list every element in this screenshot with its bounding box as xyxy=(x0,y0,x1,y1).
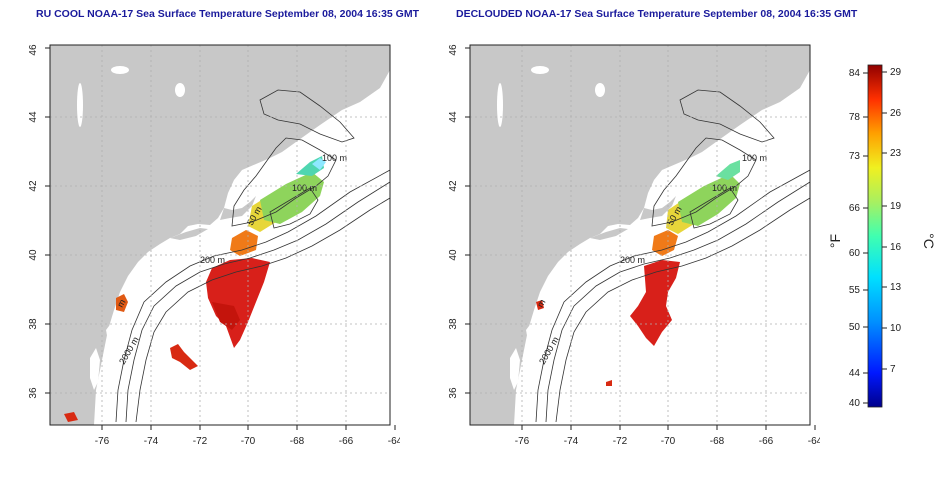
x-tick-label: -70 xyxy=(241,436,256,447)
fahrenheit-tick: 66 xyxy=(849,203,861,214)
fahrenheit-tick: 50 xyxy=(849,322,861,333)
long-island xyxy=(590,228,628,240)
x-tick-label: -76 xyxy=(515,436,530,447)
fahrenheit-tick: 84 xyxy=(849,68,861,79)
x-tick-label: -64 xyxy=(808,436,820,447)
map-frame xyxy=(469,44,811,426)
fahrenheit-tick: 60 xyxy=(849,248,861,259)
depth-contours xyxy=(535,89,810,423)
y-tick-label: 46 xyxy=(28,44,39,56)
celsius-unit-label: °C xyxy=(921,233,937,249)
y-tick-label: 38 xyxy=(448,318,459,330)
lake xyxy=(595,83,605,97)
lake xyxy=(497,83,503,127)
x-tick-label: -68 xyxy=(710,436,725,447)
x-tick-label: -70 xyxy=(661,436,676,447)
sst-warm-patch xyxy=(212,302,240,330)
y-tick-label: 44 xyxy=(28,111,39,123)
sst-cool-patch xyxy=(312,158,326,170)
fahrenheit-tick: 73 xyxy=(849,151,861,162)
y-tick-label: 42 xyxy=(28,180,39,192)
map-frame xyxy=(49,44,391,426)
sst-scattered-patch xyxy=(606,380,612,386)
celsius-tick: 16 xyxy=(890,242,902,253)
sst-scattered-patch xyxy=(536,300,544,310)
contour-label: m xyxy=(535,298,547,309)
x-tick-label: -66 xyxy=(339,436,354,447)
y-tick-label: 44 xyxy=(448,111,459,123)
grid-lines xyxy=(50,45,390,425)
sst-green-patch xyxy=(260,172,324,224)
x-tick-label: -74 xyxy=(144,436,159,447)
sst-cool-patch xyxy=(716,160,740,180)
y-tick-label: 38 xyxy=(28,318,39,330)
celsius-tick: 26 xyxy=(890,108,902,119)
sst-scattered-patch xyxy=(170,344,198,370)
y-tick-label: 36 xyxy=(448,387,459,399)
sst-map-left: 100 m 100 m 50 m 200 m 2000 m m xyxy=(20,30,403,475)
contour-label: 100 m xyxy=(742,153,767,163)
sst-map-right: 100 m 100 m 50 m 200 m 2000 m m -76 xyxy=(440,30,823,475)
celsius-tick: 19 xyxy=(890,201,902,212)
contour-label: m xyxy=(115,298,127,309)
celsius-tick: 29 xyxy=(890,67,902,78)
bay xyxy=(526,322,536,352)
land-mass xyxy=(50,45,390,425)
map-title-left: RU COOL NOAA-17 Sea Surface Temperature … xyxy=(36,8,420,20)
fahrenheit-tick: 40 xyxy=(849,398,861,409)
bay xyxy=(510,348,520,390)
contour-label: 200 m xyxy=(620,255,645,265)
x-tick-label: -64 xyxy=(388,436,400,447)
sst-orange-patch xyxy=(652,230,678,256)
grid-lines xyxy=(470,45,810,425)
depth-contours xyxy=(115,89,390,423)
x-tick-label: -68 xyxy=(290,436,305,447)
cape-cod xyxy=(640,196,676,220)
celsius-tick: 13 xyxy=(890,282,902,293)
cape-cod xyxy=(220,196,256,220)
fahrenheit-unit-label: °F xyxy=(827,234,843,248)
fahrenheit-tick: 44 xyxy=(849,368,861,379)
y-tick-label: 36 xyxy=(28,387,39,399)
colorbar-gradient xyxy=(867,64,883,408)
land-mass xyxy=(470,45,810,425)
bay xyxy=(106,322,116,352)
contour-label: 100 m xyxy=(322,153,347,163)
temperature-colorbar: 84 78 73 66 60 55 50 44 40 29 26 23 19 1… xyxy=(820,55,950,425)
contour-label: 200 m xyxy=(200,255,225,265)
map-title-right: DECLOUDED NOAA-17 Sea Surface Temperatur… xyxy=(456,8,858,20)
fahrenheit-tick: 55 xyxy=(849,285,861,296)
bay xyxy=(90,348,100,390)
x-tick-label: -66 xyxy=(759,436,774,447)
sst-scattered-patch xyxy=(64,412,78,422)
x-tick-label: -74 xyxy=(564,436,579,447)
sst-scattered-patch xyxy=(116,294,128,312)
lake xyxy=(111,66,129,74)
celsius-tick: 23 xyxy=(890,148,902,159)
celsius-tick: 10 xyxy=(890,323,902,334)
y-tick-label: 46 xyxy=(448,44,459,56)
y-tick-label: 42 xyxy=(448,180,459,192)
contour-label: 100 m xyxy=(292,183,317,193)
celsius-tick: 7 xyxy=(890,364,896,375)
y-tick-label: 40 xyxy=(28,249,39,261)
sst-warm-patch xyxy=(630,260,680,346)
x-tick-label: -72 xyxy=(193,436,208,447)
lake xyxy=(175,83,185,97)
x-tick-label: -76 xyxy=(95,436,110,447)
lake xyxy=(531,66,549,74)
x-tick-label: -72 xyxy=(613,436,628,447)
y-tick-label: 40 xyxy=(448,249,459,261)
sst-orange-patch xyxy=(230,230,258,256)
contour-label: 100 m xyxy=(712,183,737,193)
fahrenheit-tick: 78 xyxy=(849,112,861,123)
lake xyxy=(77,83,83,127)
sst-warm-patch xyxy=(206,258,270,348)
long-island xyxy=(170,228,208,240)
